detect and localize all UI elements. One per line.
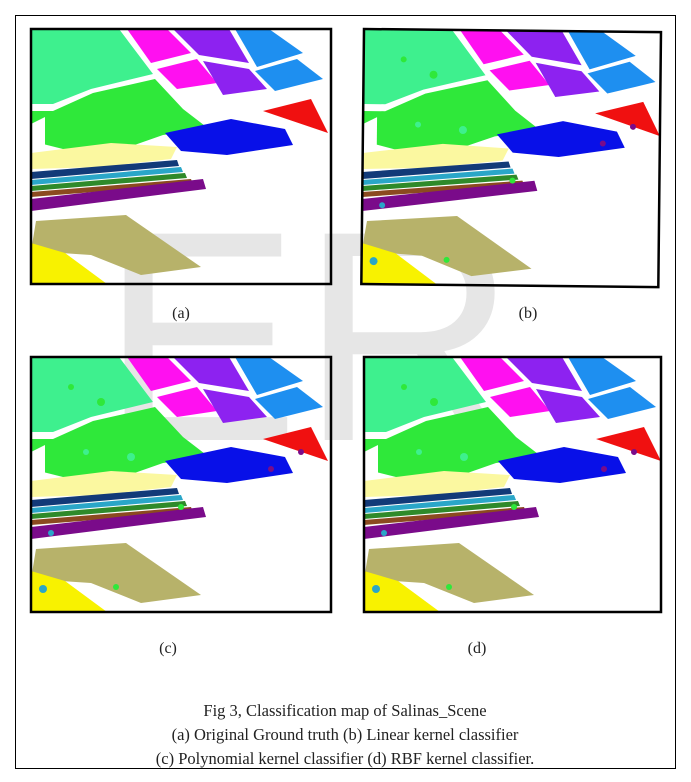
panel-label: (b): [519, 305, 538, 322]
panel-label: (d): [468, 640, 487, 657]
caption-line: (c) Polynomial kernel classifier (d) RBF…: [156, 749, 534, 768]
figure-page: ER (a) (b) (c) (d) Fig 3, Classification…: [0, 0, 691, 782]
caption-line: (a) Original Ground truth (b) Linear ker…: [172, 725, 519, 744]
panel-label: (c): [159, 640, 177, 657]
panel-label: (a): [172, 305, 190, 322]
caption-line: Fig 3, Classification map of Salinas_Sce…: [203, 701, 486, 720]
